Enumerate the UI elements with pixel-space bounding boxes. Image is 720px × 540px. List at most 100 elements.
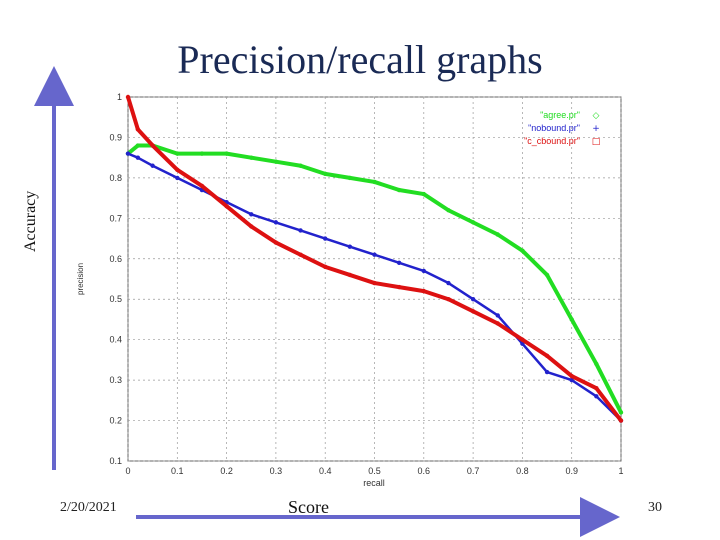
data-point: [199, 183, 205, 189]
data-point: [199, 151, 205, 156]
legend-marker: +: [592, 124, 600, 134]
x-axis-label: recall: [363, 478, 385, 488]
y-tick-label: 0.5: [109, 294, 122, 304]
data-point: [372, 252, 377, 257]
y-tick-label: 0.3: [109, 375, 122, 385]
x-tick-label: 0.8: [516, 466, 529, 476]
data-point: [135, 143, 141, 148]
y-axis-label: precision: [76, 263, 85, 295]
x-tick-label: 0.6: [418, 466, 431, 476]
data-point: [446, 297, 451, 302]
y-tick-label: 0.7: [109, 213, 122, 223]
data-point: [323, 236, 328, 241]
x-tick-label: 0.7: [467, 466, 480, 476]
data-point: [224, 204, 229, 209]
data-point: [323, 171, 328, 177]
data-point: [347, 244, 353, 249]
data-point: [421, 191, 426, 197]
data-point: [249, 224, 254, 229]
tick-labels: 0 0.1 0.2 0.3 0.4 0.5 0.6 0.7 0.8 0.9 10.10.20.30.…: [109, 92, 623, 476]
footer-date: 2/20/2021: [60, 500, 117, 515]
data-point: [594, 386, 599, 391]
data-point: [175, 151, 180, 156]
data-point: [495, 232, 500, 237]
x-tick-label: 0.4: [319, 466, 332, 476]
data-point: [446, 208, 451, 213]
x-tick-label: 0.9: [565, 466, 578, 476]
data-point: [298, 252, 303, 257]
data-point: [544, 353, 550, 359]
data-point: [347, 272, 353, 278]
y-tick-label: 0.2: [109, 416, 122, 426]
data-point: [520, 337, 525, 342]
y-tick-label: 0.8: [109, 173, 122, 183]
legend-entry-label: "agree.pr": [540, 110, 580, 120]
data-point: [569, 317, 574, 322]
x-tick-label: 0.1: [171, 466, 184, 476]
data-point: [298, 163, 303, 168]
data-point: [323, 264, 328, 270]
score-label: Score: [288, 497, 329, 517]
data-point: [273, 159, 279, 164]
data-point: [594, 361, 599, 367]
data-point: [396, 187, 402, 193]
accuracy-label: Accuracy: [22, 190, 39, 252]
data-point: [421, 288, 426, 294]
data-point: [175, 175, 180, 181]
data-point: [372, 280, 377, 286]
data-point: [520, 248, 525, 253]
series-2: [125, 94, 624, 423]
data-point: [249, 155, 254, 160]
x-tick-label: 0.3: [270, 466, 283, 476]
data-point: [396, 260, 402, 266]
data-point: [470, 297, 476, 302]
y-tick-label: 0.6: [109, 254, 122, 264]
data-point: [421, 268, 426, 274]
data-point: [594, 394, 599, 399]
y-tick-label: 0.9: [109, 132, 122, 142]
data-point: [347, 175, 353, 181]
page-number: 30: [648, 500, 662, 515]
series-layer: [125, 94, 624, 423]
data-point: [544, 369, 550, 375]
data-point: [135, 155, 141, 160]
data-point: [273, 240, 279, 245]
legend-marker: □: [592, 137, 601, 147]
x-tick-label: 0.2: [220, 466, 233, 476]
data-point: [125, 94, 131, 100]
x-tick-label: 0: [125, 466, 130, 476]
data-point: [150, 143, 155, 148]
data-point: [175, 167, 180, 172]
data-point: [544, 272, 550, 278]
series-line: [126, 96, 623, 422]
legend-entry-label: "c_cbound.pr": [524, 136, 580, 146]
data-point: [470, 220, 476, 225]
data-point: [495, 313, 500, 318]
legend-marker: ◇: [593, 111, 600, 121]
legend-entry-label: "nobound.pr": [528, 123, 580, 133]
data-point: [150, 163, 155, 168]
data-point: [396, 284, 402, 290]
series-line: [127, 152, 622, 422]
data-point: [618, 418, 624, 423]
data-point: [249, 212, 254, 217]
data-point: [372, 179, 377, 185]
data-point: [569, 377, 574, 383]
data-point: [470, 309, 476, 314]
y-tick-label: 0.4: [109, 335, 122, 345]
y-tick-label: 1: [117, 92, 122, 102]
series-line: [126, 143, 623, 414]
y-tick-label: 0.1: [109, 456, 122, 466]
slide-title: Precision/recall graphs: [177, 37, 543, 82]
data-point: [495, 321, 500, 326]
data-point: [446, 280, 451, 286]
data-point: [135, 127, 141, 132]
data-point: [273, 220, 279, 225]
data-point: [298, 228, 303, 233]
x-tick-label: 1: [618, 466, 623, 476]
legend: "agree.pr" ◇ "nobound.pr" + "c_cbound.pr" □: [524, 110, 600, 147]
data-point: [569, 373, 574, 379]
x-tick-label: 0.5: [368, 466, 381, 476]
data-point: [618, 410, 624, 415]
